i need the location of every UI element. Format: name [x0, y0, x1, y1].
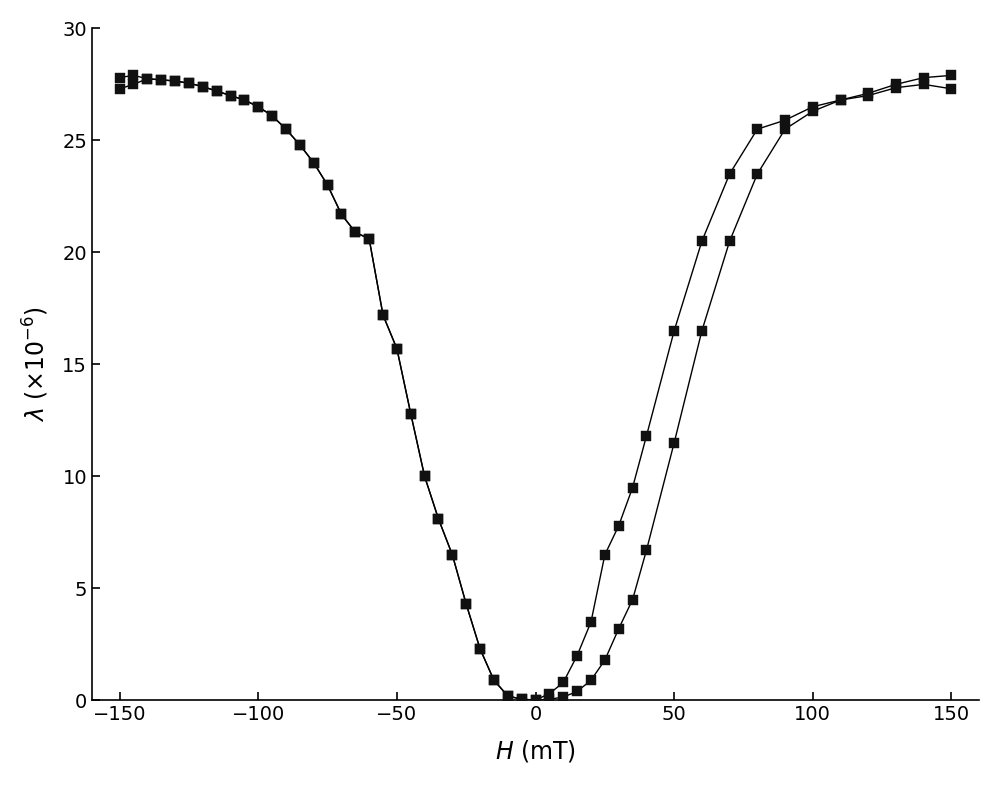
- X-axis label: $\mathit{H}$ (mT): $\mathit{H}$ (mT): [495, 738, 576, 764]
- Y-axis label: $\lambda$ ($\times$10$^{-6}$): $\lambda$ ($\times$10$^{-6}$): [21, 306, 51, 422]
